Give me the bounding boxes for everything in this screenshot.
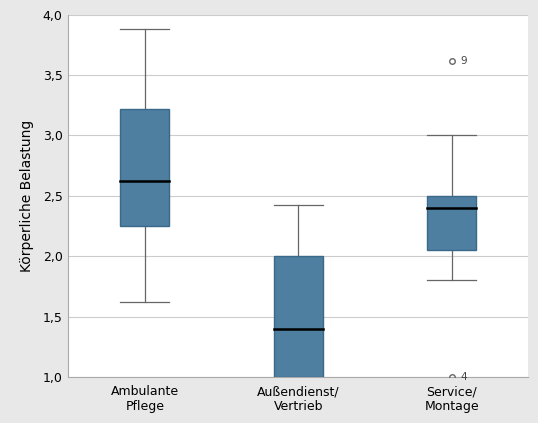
FancyBboxPatch shape [121, 109, 169, 226]
FancyBboxPatch shape [274, 256, 323, 377]
FancyBboxPatch shape [427, 196, 476, 250]
Y-axis label: Körperliche Belastung: Körperliche Belastung [20, 120, 34, 272]
Text: 4: 4 [461, 372, 468, 382]
Text: 9: 9 [461, 55, 468, 66]
